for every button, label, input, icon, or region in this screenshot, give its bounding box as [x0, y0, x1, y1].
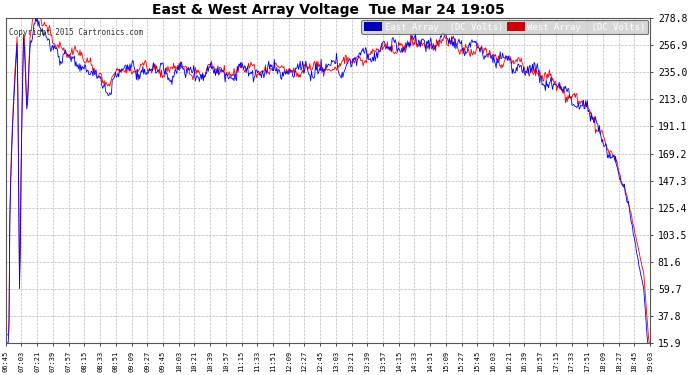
Legend: East Array  (DC Volts), West Array  (DC Volts): East Array (DC Volts), West Array (DC Vo…	[362, 20, 649, 34]
Title: East & West Array Voltage  Tue Mar 24 19:05: East & West Array Voltage Tue Mar 24 19:…	[152, 3, 504, 17]
Text: Copyright 2015 Cartronics.com: Copyright 2015 Cartronics.com	[9, 28, 143, 37]
